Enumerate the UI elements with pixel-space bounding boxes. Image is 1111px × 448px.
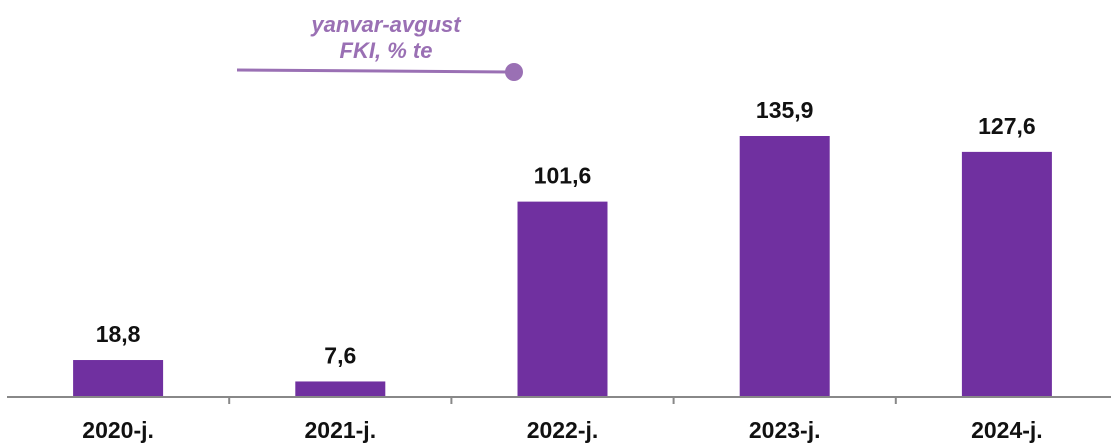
x-tick-label: 2020-j.	[82, 417, 154, 443]
value-label: 18,8	[96, 321, 141, 347]
bar	[517, 201, 608, 396]
value-label: 127,6	[978, 113, 1036, 139]
value-label: 101,6	[534, 163, 592, 189]
x-tick-label: 2023-j.	[749, 417, 821, 443]
value-label: 135,9	[756, 97, 814, 123]
chart-subtitle: FKI, % te	[340, 38, 433, 63]
title-line	[236, 68, 513, 74]
x-tick-label: 2022-j.	[527, 417, 599, 443]
chart-title: yanvar-avgust	[310, 12, 462, 37]
bar	[739, 136, 830, 396]
value-label: 7,6	[324, 343, 356, 369]
title-dot	[505, 63, 523, 81]
bar	[73, 360, 164, 396]
x-tick-label: 2021-j.	[304, 417, 376, 443]
bar	[295, 381, 386, 396]
x-tick-label: 2024-j.	[971, 417, 1043, 443]
bar	[961, 151, 1052, 396]
